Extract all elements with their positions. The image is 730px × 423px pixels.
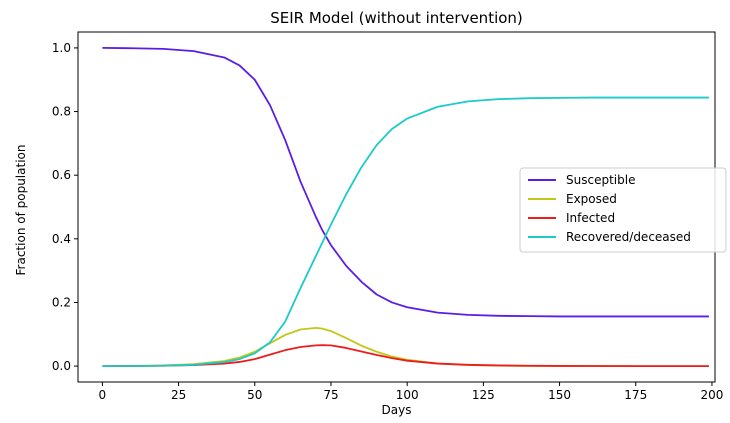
y-axis: 0.0 0.2 0.4 0.6 0.8 1.0 — [52, 41, 78, 373]
y-tick-label: 1.0 — [52, 41, 71, 55]
y-tick-label: 0.8 — [52, 105, 71, 119]
legend-box — [519, 167, 727, 253]
legend-label-1: Exposed — [566, 192, 617, 206]
x-tick-label: 0 — [99, 388, 107, 402]
legend-label-3: Recovered/deceased — [566, 230, 691, 244]
y-tick-label: 0.6 — [52, 168, 71, 182]
x-axis-label: Days — [381, 403, 412, 417]
x-tick-label: 25 — [171, 388, 186, 402]
legend-label-2: Infected — [566, 211, 615, 225]
y-tick-label: 0.4 — [52, 232, 71, 246]
x-tick-label: 100 — [396, 388, 419, 402]
series-line-0 — [102, 47, 709, 318]
y-axis-label: Fraction of population — [14, 144, 28, 276]
x-tick-label: 75 — [323, 388, 338, 402]
y-tick-label: 0.0 — [52, 359, 71, 373]
series-line-2 — [102, 344, 709, 367]
legend: Susceptible Exposed Infected Recovered/dece… — [519, 167, 727, 253]
series-layer — [102, 47, 709, 367]
x-tick-label: 150 — [548, 388, 571, 402]
x-tick-label: 50 — [247, 388, 262, 402]
x-axis: 0 25 50 75 100 125 150 175 200 — [99, 382, 723, 402]
x-tick-label: 125 — [472, 388, 495, 402]
x-tick-label: 175 — [624, 388, 647, 402]
chart-title: SEIR Model (without intervention) — [270, 9, 523, 27]
series-line-3 — [102, 96, 709, 367]
y-tick-label: 0.2 — [52, 295, 71, 309]
legend-label-0: Susceptible — [566, 173, 635, 187]
x-tick-label: 200 — [700, 388, 723, 402]
